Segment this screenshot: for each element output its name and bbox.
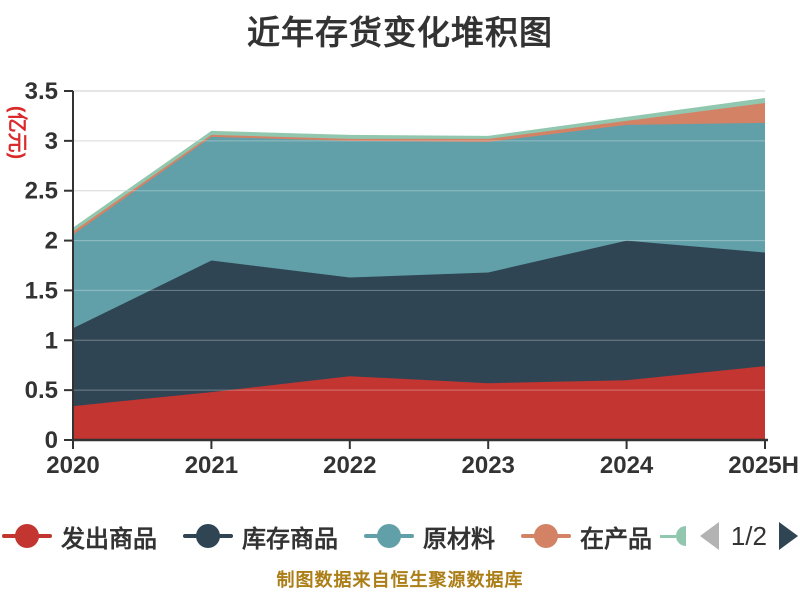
svg-text:2020: 2020 xyxy=(46,452,99,479)
svg-text:2022: 2022 xyxy=(323,452,376,479)
chart-title: 近年存货变化堆积图 xyxy=(247,14,553,51)
legend-item-overflow-clipped[interactable] xyxy=(660,514,686,558)
legend-item-kucunshangpin[interactable]: 库存商品 xyxy=(183,519,338,554)
pager-prev-arrow-icon[interactable] xyxy=(699,522,719,550)
legend: 发出商品 库存商品 原材料 在产品 xyxy=(0,514,800,558)
pager-next-arrow-icon[interactable] xyxy=(779,522,798,550)
legend-pager: 1/2 xyxy=(699,514,798,558)
x-axis-ticks-labels: 2020 2021 2022 2023 2024 2025H xyxy=(46,440,799,479)
axes xyxy=(72,91,768,442)
clipped-marker-half-circle-icon xyxy=(676,526,686,546)
svg-text:2024: 2024 xyxy=(600,452,654,479)
svg-text:0.5: 0.5 xyxy=(25,377,58,404)
data-source-note: 制图数据来自恒生聚源数据库 xyxy=(276,570,524,590)
svg-text:3.5: 3.5 xyxy=(25,78,58,105)
legend-label: 在产品 xyxy=(580,525,652,553)
svg-text:2025H: 2025H xyxy=(728,452,799,479)
plot-area: 0 0.5 1 1.5 2 2.5 3 3.5 2020 2021 2022 2023 2024 2025… xyxy=(25,78,799,479)
line-circle-marker-icon xyxy=(364,524,414,548)
svg-text:2021: 2021 xyxy=(185,452,238,479)
y-axis-ticks-labels: 0 0.5 1 1.5 2 2.5 3 3.5 xyxy=(25,78,73,454)
pager-page-indicator: 1/2 xyxy=(730,520,767,551)
area-series-发出商品 xyxy=(73,366,765,440)
legend-label: 发出商品 xyxy=(61,525,157,553)
grid-lines-overlay xyxy=(73,140,765,391)
svg-text:1.5: 1.5 xyxy=(25,277,58,304)
svg-text:0: 0 xyxy=(45,427,58,454)
line-circle-marker-icon xyxy=(183,524,233,548)
legend-item-yuancailiao[interactable]: 原材料 xyxy=(364,519,495,554)
area-series-group xyxy=(73,98,765,441)
legend-item-zaichanpin[interactable]: 在产品 xyxy=(521,519,652,554)
legend-label: 原材料 xyxy=(423,525,495,553)
line-circle-marker-icon xyxy=(521,524,571,548)
svg-text:1: 1 xyxy=(45,327,58,354)
svg-text:2: 2 xyxy=(45,228,58,255)
line-circle-marker-icon xyxy=(2,524,52,548)
clipped-marker-line xyxy=(660,534,676,538)
svg-text:2023: 2023 xyxy=(462,452,515,479)
legend-item-fachushangpin[interactable]: 发出商品 xyxy=(2,519,157,554)
svg-text:3: 3 xyxy=(45,128,58,155)
legend-label: 库存商品 xyxy=(242,525,338,553)
svg-text:2.5: 2.5 xyxy=(25,178,58,205)
